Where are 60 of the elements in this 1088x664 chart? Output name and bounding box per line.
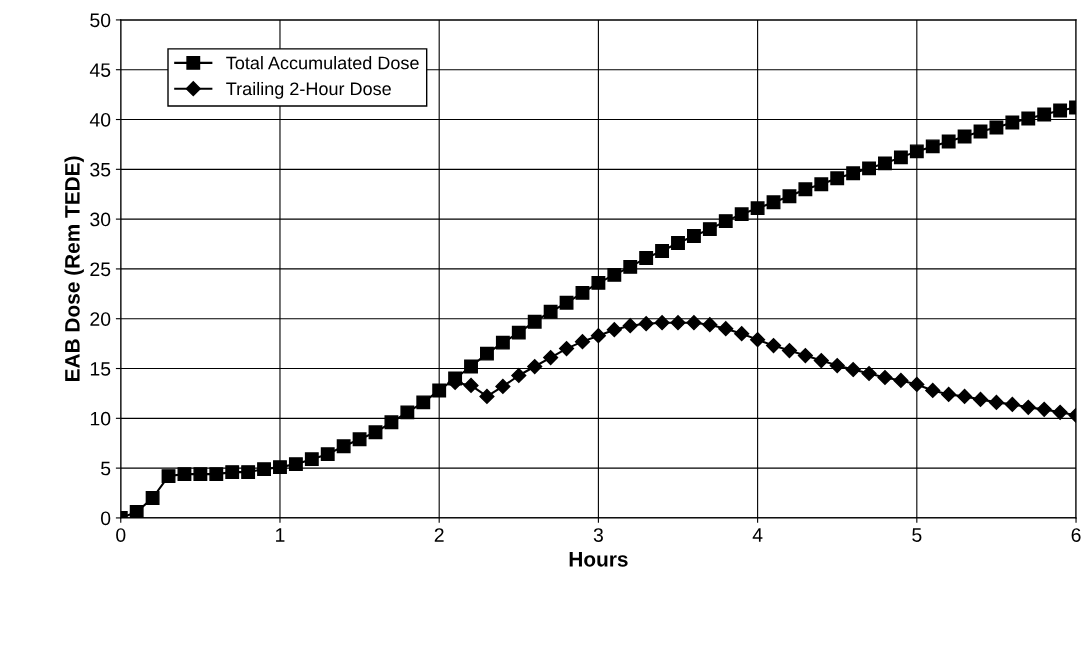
x-tick-label: 1 xyxy=(276,528,285,542)
x-axis-title: Hours xyxy=(569,552,628,567)
point xyxy=(781,343,798,359)
point xyxy=(734,326,750,342)
y-tick-label: 40 xyxy=(89,112,111,127)
point xyxy=(765,338,782,354)
point xyxy=(1020,399,1036,415)
y-tick-label: 30 xyxy=(90,212,111,227)
y-tick-label: 0 xyxy=(100,511,111,526)
point xyxy=(670,315,686,331)
y-tick-label: 10 xyxy=(90,411,111,426)
x-tick-label: 4 xyxy=(752,528,763,542)
point xyxy=(1036,401,1052,417)
point xyxy=(750,332,766,348)
point xyxy=(925,382,941,399)
point xyxy=(638,316,654,332)
y-tick-label: 35 xyxy=(90,162,111,177)
legend-label: Trailing 2-Hour Dose xyxy=(226,81,391,99)
point xyxy=(574,334,591,350)
point xyxy=(972,391,989,407)
point xyxy=(845,361,861,378)
point xyxy=(527,358,543,375)
point xyxy=(877,369,893,386)
y-tick-label: 45 xyxy=(89,63,111,77)
point xyxy=(957,388,973,404)
point xyxy=(797,348,813,364)
point xyxy=(1052,404,1068,420)
point xyxy=(861,365,877,382)
point xyxy=(622,318,638,334)
point xyxy=(893,372,909,389)
point xyxy=(909,376,925,393)
point xyxy=(988,394,1004,410)
point xyxy=(511,367,527,384)
point xyxy=(463,377,479,394)
x-tick-label: 3 xyxy=(593,528,603,542)
point xyxy=(606,322,622,338)
point xyxy=(718,321,734,337)
y-tick-label: 20 xyxy=(90,312,111,326)
y-tick-label: 50 xyxy=(90,13,111,28)
y-tick-label: 15 xyxy=(90,362,111,376)
point xyxy=(941,386,957,402)
x-tick-label: 0 xyxy=(116,528,126,542)
legend-label: Total Accumulated Dose xyxy=(226,56,419,70)
y-tick-label: 25 xyxy=(90,262,111,277)
point xyxy=(1004,396,1020,412)
x-tick-label: 6 xyxy=(1071,528,1081,542)
point xyxy=(590,328,606,344)
y-tick-label: 5 xyxy=(101,461,111,476)
y-axis-title: EAB Dose (Rem TEDE) xyxy=(64,156,84,381)
point xyxy=(654,315,670,331)
point xyxy=(813,352,829,369)
point xyxy=(479,388,495,404)
x-tick-label: 5 xyxy=(912,528,922,542)
point xyxy=(686,315,702,331)
x-tick-label: 2 xyxy=(434,528,444,542)
point xyxy=(558,341,575,357)
point xyxy=(543,349,559,366)
point xyxy=(702,317,718,333)
point xyxy=(495,378,511,395)
point xyxy=(829,357,845,374)
